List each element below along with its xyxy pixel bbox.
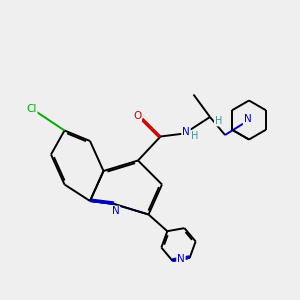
Text: H: H [191,131,199,141]
Text: Cl: Cl [26,104,37,115]
Text: N: N [112,206,119,217]
Text: N: N [182,127,190,137]
Text: N: N [177,254,185,264]
Text: N: N [244,114,251,124]
Text: H: H [215,116,222,126]
Text: O: O [133,110,141,121]
